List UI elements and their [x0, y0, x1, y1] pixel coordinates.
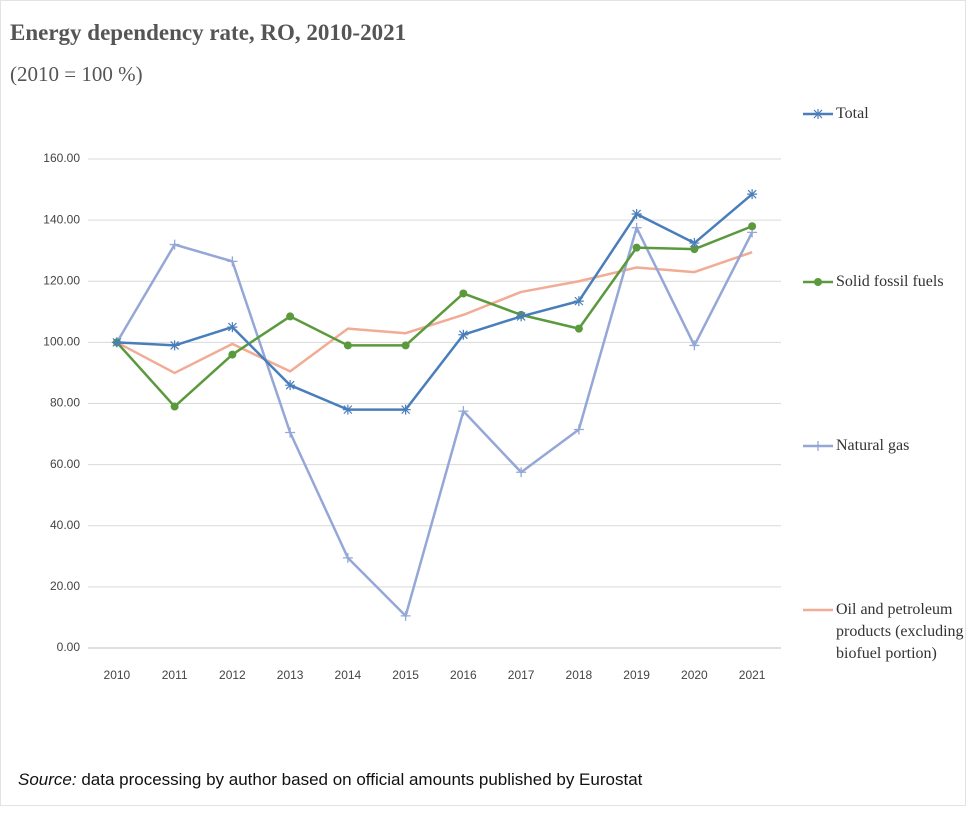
legend-marker	[814, 278, 822, 286]
y-tick-label: 80.00	[50, 396, 80, 410]
point	[286, 312, 295, 321]
point	[458, 329, 469, 340]
y-tick-label: 120.00	[43, 273, 80, 287]
point	[227, 322, 238, 333]
x-tick-label: 2019	[623, 668, 650, 682]
point	[342, 552, 353, 563]
point	[747, 189, 758, 200]
legend-label: Total	[836, 105, 869, 122]
point	[228, 350, 237, 359]
series-line	[116, 251, 753, 375]
point	[169, 340, 180, 351]
point	[574, 324, 583, 333]
point	[400, 610, 411, 621]
point	[343, 341, 352, 350]
point	[458, 406, 469, 417]
point	[689, 340, 700, 351]
point	[285, 380, 296, 391]
y-tick-label: 40.00	[50, 518, 80, 532]
legend-marker	[813, 109, 823, 119]
x-tick-label: 2017	[508, 668, 535, 682]
y-tick-label: 60.00	[50, 457, 80, 471]
chart-subtitle: (2010 = 100 %)	[10, 62, 143, 86]
y-tick-label: 20.00	[50, 579, 80, 593]
legend-label: Natural gas	[836, 437, 910, 454]
source-label: Source:	[18, 770, 77, 789]
point	[400, 404, 411, 415]
x-tick-label: 2013	[277, 668, 304, 682]
point	[690, 245, 699, 254]
frame	[0, 0, 966, 806]
legend-label: Solid fossil fuels	[836, 273, 944, 290]
y-tick-label: 0.00	[57, 640, 81, 654]
point	[401, 341, 410, 350]
legend-label: Oil and petroleum products (excluding bi…	[836, 601, 964, 662]
point	[573, 296, 584, 307]
point	[689, 238, 700, 249]
y-tick-label: 160.00	[43, 151, 80, 165]
x-tick-label: 2020	[681, 668, 708, 682]
x-tick-label: 2014	[335, 668, 362, 682]
point	[631, 209, 642, 220]
x-tick-label: 2010	[104, 668, 131, 682]
point	[516, 467, 527, 478]
y-tick-label: 140.00	[43, 212, 80, 226]
point	[111, 337, 122, 348]
point	[285, 427, 296, 438]
source: Source: data processing by author based …	[18, 770, 642, 790]
series-line	[115, 226, 754, 618]
point	[459, 289, 468, 298]
x-tick-label: 2012	[219, 668, 246, 682]
source-text: data processing by author based on offic…	[81, 770, 643, 789]
point	[342, 404, 353, 415]
point	[169, 239, 180, 250]
point	[573, 424, 584, 435]
x-tick-label: 2021	[739, 668, 766, 682]
x-tick-label: 2015	[392, 668, 419, 682]
series-line	[115, 225, 753, 408]
chart-title: Energy dependency rate, RO, 2010-2021	[10, 20, 407, 45]
point	[170, 402, 179, 411]
x-tick-label: 2018	[566, 668, 593, 682]
x-tick-label: 2011	[162, 668, 188, 682]
point	[631, 222, 642, 233]
y-tick-label: 100.00	[43, 335, 80, 349]
point	[227, 256, 238, 267]
legend-marker	[813, 441, 823, 451]
point	[748, 222, 757, 231]
point	[632, 243, 641, 252]
series-line	[116, 193, 753, 411]
x-tick-label: 2016	[450, 668, 477, 682]
point	[516, 311, 527, 322]
